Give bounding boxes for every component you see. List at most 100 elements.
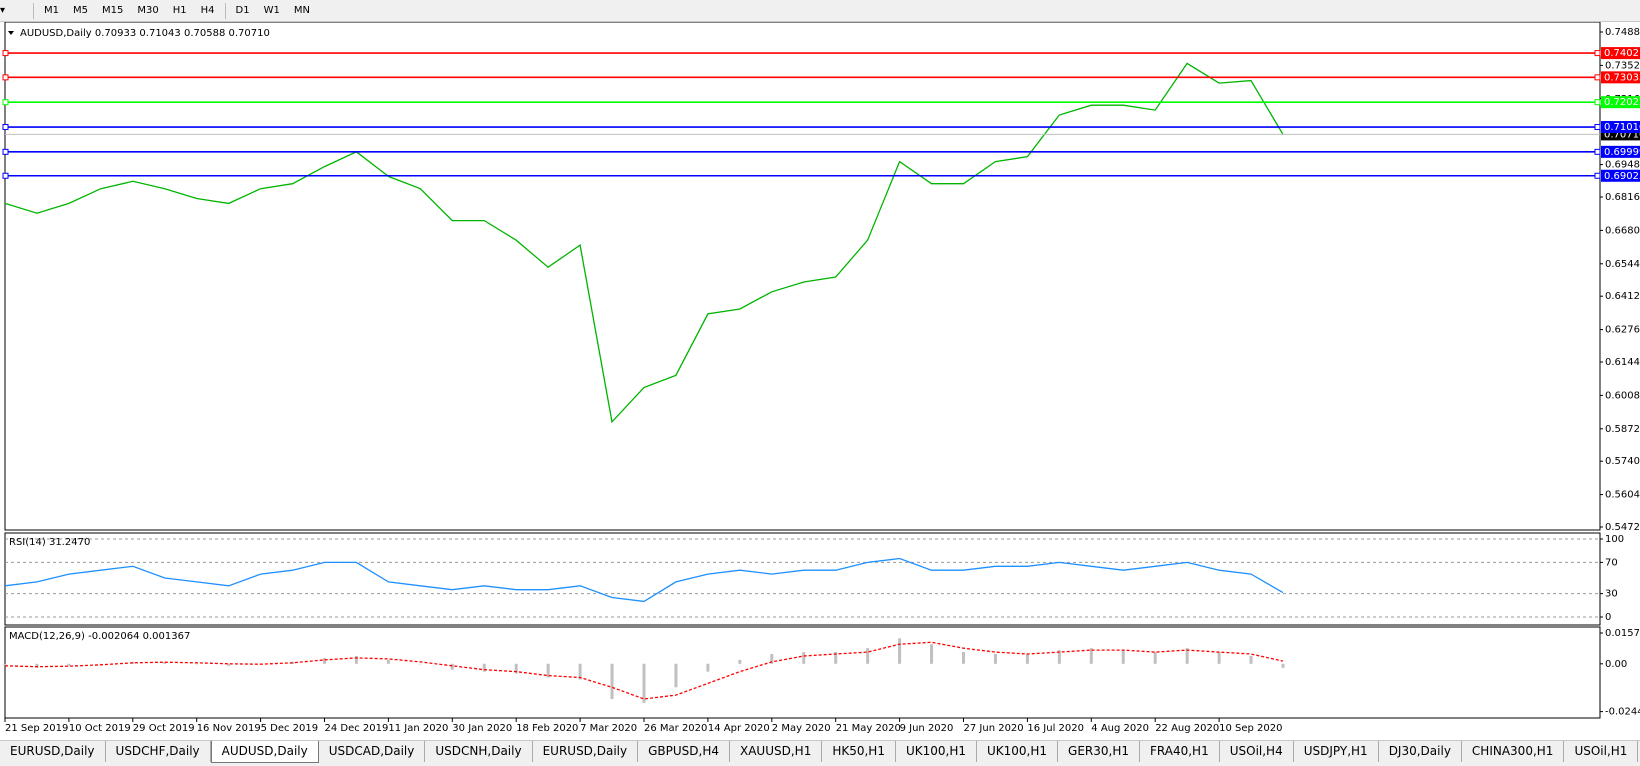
level-price-box — [1601, 169, 1640, 182]
level-handle — [1594, 99, 1601, 106]
macd-bar — [706, 663, 710, 672]
symbol-tab[interactable]: HK50,H1 — [822, 741, 896, 762]
macd-bar — [354, 655, 358, 664]
x-tick-label: 21 May 2020 — [836, 723, 901, 734]
level-handle — [2, 74, 9, 81]
level-handle — [2, 99, 9, 106]
y-tick-label: 0.00 — [1605, 659, 1627, 670]
macd-bar — [35, 663, 39, 668]
timeframe-button[interactable]: H1 — [172, 5, 187, 16]
x-tick-label: 27 Jun 2020 — [964, 723, 1024, 734]
x-tick-label: 7 Mar 2020 — [580, 723, 637, 734]
symbol-tab[interactable]: USOil,H4 — [1220, 741, 1294, 762]
x-tick-label: 21 Sep 2019 — [5, 723, 68, 734]
symbol-tab[interactable]: USDCNH,Daily — [425, 741, 533, 762]
symbol-tab[interactable]: GBPUSD,H4 — [638, 741, 730, 762]
macd-bar — [962, 652, 965, 664]
x-tick-label: 5 Dec 2019 — [261, 723, 319, 734]
level-price-box — [1601, 71, 1640, 84]
level-handle — [1594, 124, 1601, 131]
macd-bar — [1025, 654, 1029, 664]
macd-bar — [67, 663, 71, 666]
level-handle — [1594, 172, 1601, 179]
level-price-box — [1601, 47, 1640, 60]
level-handle — [2, 148, 9, 155]
timeframe-button[interactable]: M1 — [44, 5, 59, 16]
symbol-tab[interactable]: USDJPY,H1 — [1294, 741, 1379, 762]
y-tick-label: -0.024412 — [1605, 707, 1640, 718]
macd-bar — [642, 663, 646, 703]
macd-bar — [1089, 648, 1093, 664]
symbol-tab[interactable]: USDCHF,Daily — [106, 741, 211, 762]
symbol-tab[interactable]: UK100,H1 — [977, 741, 1059, 762]
timeframe-button[interactable]: H4 — [200, 5, 215, 16]
symbol-tab[interactable]: EURUSD,Daily — [533, 741, 639, 762]
timeframe-button[interactable]: D1 — [235, 5, 250, 16]
y-tick-label: 100 — [1605, 534, 1624, 545]
level-price-box — [1601, 121, 1640, 134]
macd-bar — [1249, 655, 1253, 664]
symbol-tab[interactable]: USOil,H1 — [1564, 741, 1639, 762]
symbol-tab[interactable]: EURUSD,Daily — [0, 741, 106, 762]
symbol-tab[interactable]: UK100,H1 — [896, 741, 977, 762]
timeframe-button[interactable]: M30 — [137, 5, 159, 16]
symbol-tab[interactable]: DJ30,Daily — [1379, 741, 1462, 762]
price-line — [4, 62, 1284, 424]
level-price-label: 0.69999 — [1604, 147, 1640, 158]
macd-bar — [866, 648, 870, 664]
level-handle — [2, 50, 9, 57]
symbol-tab[interactable]: XAUUSD,H1 — [730, 741, 823, 762]
macd-bar — [1217, 652, 1221, 664]
macd-bar — [898, 638, 902, 664]
macd-bar — [738, 659, 742, 664]
macd-bar — [482, 663, 486, 672]
symbol-tab[interactable]: CHINA300,H1 — [1462, 741, 1565, 762]
macd-bar — [578, 663, 582, 680]
macd-bar — [802, 652, 806, 664]
macd-bar — [99, 663, 103, 665]
x-tick-label: 14 Apr 2020 — [708, 723, 770, 734]
level-handle — [2, 124, 9, 131]
level-handle — [1594, 148, 1601, 155]
x-tick-label: 10 Sep 2020 — [1219, 723, 1282, 734]
symbol-tab[interactable]: GER30,H1 — [1058, 741, 1140, 762]
timeframe-button[interactable]: W1 — [263, 5, 280, 16]
y-tick-label: 0.015741 — [1605, 628, 1640, 639]
symbol-tabs: EURUSD,Daily USDCHF,Daily AUDUSD,Daily USDC… — [0, 740, 1640, 766]
macd-bar — [450, 663, 454, 670]
macd-bar — [674, 663, 678, 688]
macd-bar — [770, 654, 774, 664]
symbol-tab[interactable]: AUDUSD,Daily — [210, 741, 319, 763]
x-tick-label: 22 Aug 2020 — [1155, 723, 1219, 734]
level-price-box — [1601, 145, 1640, 158]
toolbar-icon[interactable]: ▾ — [0, 5, 6, 16]
separator — [224, 2, 226, 19]
timeframe-button[interactable]: M5 — [73, 5, 88, 16]
chart-menu-arrow — [8, 31, 14, 35]
x-tick-label: 10 Oct 2019 — [69, 723, 131, 734]
chart-header: AUDUSD,Daily 0.70933 0.71043 0.70588 0.7… — [20, 28, 270, 39]
timeframe-button[interactable]: M15 — [102, 5, 124, 16]
macd-bar — [546, 663, 550, 678]
macd-bar — [610, 663, 614, 700]
macd-bar — [323, 657, 326, 664]
symbol-tab[interactable]: FRA40,H1 — [1140, 741, 1220, 762]
level-price-box — [1601, 96, 1640, 109]
symbol-tab[interactable]: USDCAD,Daily — [319, 741, 426, 762]
macd-bar — [1281, 663, 1285, 668]
timeframe-button[interactable]: MN — [293, 5, 310, 16]
